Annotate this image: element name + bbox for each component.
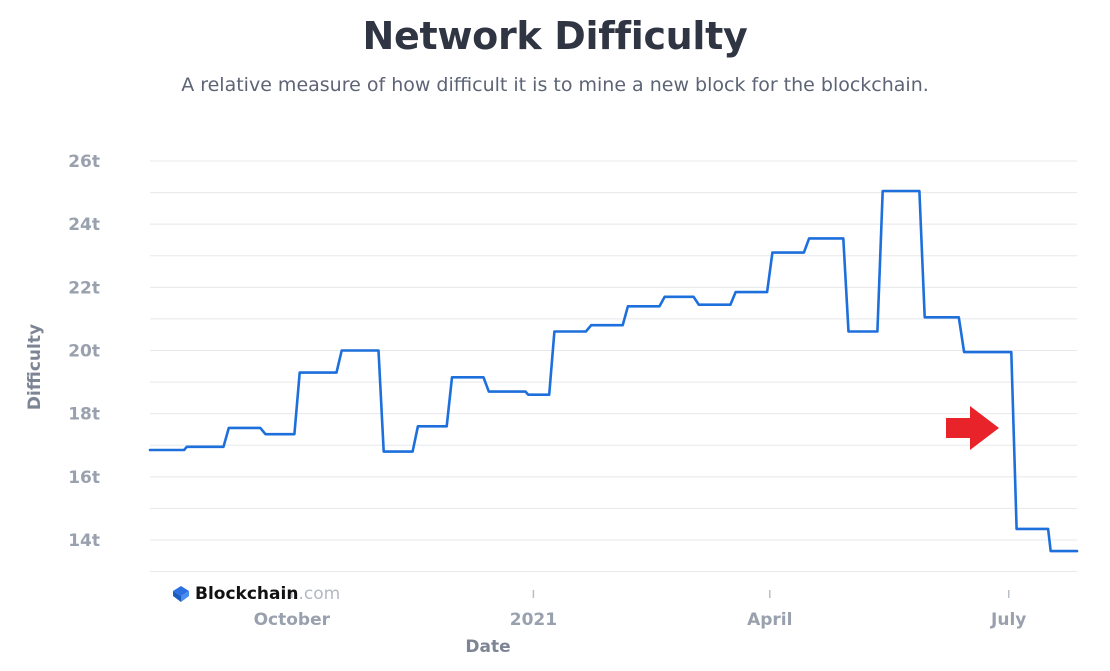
y-tick-label: 26t: [68, 152, 100, 172]
y-axis-ticks: 14t 16t 18t 20t 22t 24t 26t: [68, 152, 100, 551]
chart-title: Network Difficulty: [362, 14, 748, 58]
y-tick-label: 22t: [68, 278, 100, 298]
chart-subtitle: A relative measure of how difficult it i…: [181, 74, 929, 96]
x-tick-label: October: [254, 610, 331, 630]
y-tick-label: 16t: [68, 468, 100, 488]
y-tick-label: 14t: [68, 531, 100, 551]
x-tick-label: 2021: [510, 610, 557, 630]
red-arrow-annotation: [946, 406, 999, 450]
y-tick-label: 24t: [68, 215, 100, 235]
watermark-domain: .com: [298, 584, 341, 604]
blockchain-logo-icon: [173, 586, 189, 602]
x-axis-ticks: October 2021 April July: [254, 590, 1026, 630]
x-axis-label: Date: [465, 637, 510, 657]
difficulty-series-line: [148, 189, 1079, 553]
grid-lines: [150, 160, 1077, 573]
series-layer: [148, 189, 1079, 553]
x-tick-label: April: [747, 610, 792, 630]
y-axis-label: Difficulty: [25, 324, 45, 410]
y-tick-label: 18t: [68, 405, 100, 425]
y-tick-label: 20t: [68, 342, 100, 362]
x-tick-label: July: [990, 610, 1026, 630]
blockchain-watermark: Blockchain .com: [172, 584, 340, 604]
watermark-brand: Blockchain: [195, 584, 299, 604]
